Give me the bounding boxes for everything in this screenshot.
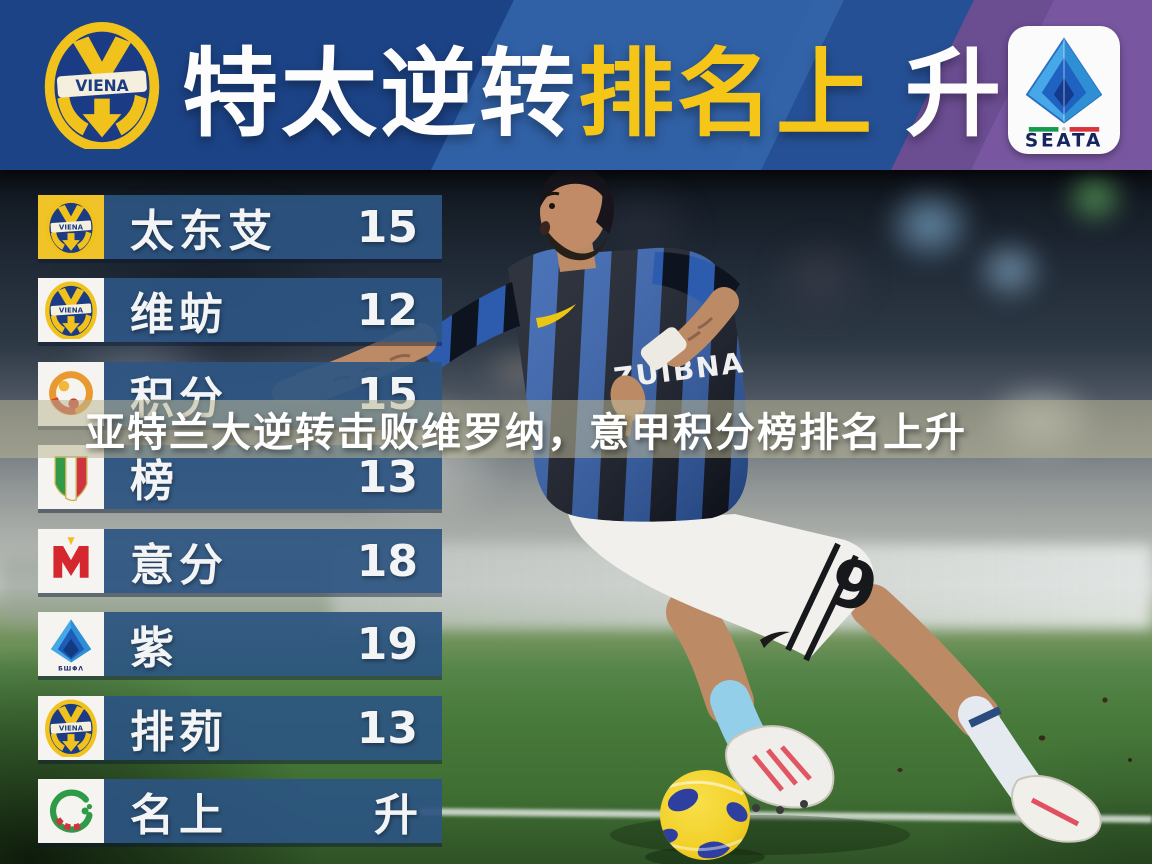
table-row: 紫 19 <box>38 612 442 676</box>
league-logo: SEATA <box>1008 26 1120 154</box>
team-badge-red-m <box>38 529 104 593</box>
team-badge-verona-white <box>38 696 104 760</box>
player-head <box>539 166 615 272</box>
team-badge-seriea <box>38 612 104 676</box>
header-banner: 特太逆转 排名上 升 SEATA <box>0 0 1152 170</box>
team-name: 太东芆 <box>130 206 277 257</box>
table-row: 太东芆 15 <box>38 195 442 259</box>
caption-band: 亚特兰大逆转击败维罗纳，意甲积分榜排名上升 <box>0 400 1152 458</box>
league-logo-text: SEATA <box>1025 130 1103 149</box>
team-name: 维蚄 <box>130 289 228 340</box>
team-name: 意分 <box>130 540 228 591</box>
title-part-yellow: 排名上 <box>578 37 875 150</box>
player-shadow <box>610 815 910 855</box>
flag-green-dash <box>1028 127 1059 132</box>
table-row: 意分 18 <box>38 529 442 593</box>
football <box>660 770 750 860</box>
table-row: 名上 升 <box>38 779 442 843</box>
team-points: 12 <box>356 284 418 336</box>
team-badge-verona-white <box>38 278 104 342</box>
team-name: 紫 <box>130 623 179 674</box>
row-bar: 排茢 13 <box>104 696 442 760</box>
team-points: 升 <box>374 790 418 841</box>
page-title: 特太逆转 排名上 升 <box>182 18 1004 152</box>
title-part-white-2: 升 <box>905 37 1004 150</box>
row-bar: 维蚄 12 <box>104 278 442 342</box>
team-points: 13 <box>356 702 418 754</box>
player-shorts: 9 <box>567 498 885 662</box>
team-name: 排茢 <box>130 707 228 758</box>
title-part-white: 特太逆转 <box>182 37 578 150</box>
team-name: 榜 <box>130 456 179 507</box>
row-bar: 太东芆 15 <box>104 195 442 259</box>
row-bar: 意分 18 <box>104 529 442 593</box>
team-badge-verona-yellow <box>38 195 104 259</box>
team-name: 名上 <box>130 790 228 841</box>
jersey-swoosh <box>536 304 576 328</box>
team-points: 19 <box>356 618 418 670</box>
flag-red-dash <box>1069 127 1100 132</box>
player-legs <box>666 584 1102 843</box>
team-points: 13 <box>356 451 418 503</box>
verona-crest-large <box>38 16 166 154</box>
table-row: 维蚄 12 <box>38 278 442 342</box>
team-badge-green-red <box>38 779 104 843</box>
team-points: 18 <box>356 535 418 587</box>
league-logo-graphic: SEATA <box>1025 37 1103 149</box>
row-bar: 紫 19 <box>104 612 442 676</box>
team-points: 15 <box>356 201 418 253</box>
row-bar: 名上 升 <box>104 779 442 843</box>
right-boot <box>1011 775 1102 843</box>
caption-text: 亚特兰大逆转击败维罗纳，意甲积分榜排名上升 <box>85 410 967 456</box>
wristband <box>640 327 687 370</box>
table-row: 排茢 13 <box>38 696 442 760</box>
